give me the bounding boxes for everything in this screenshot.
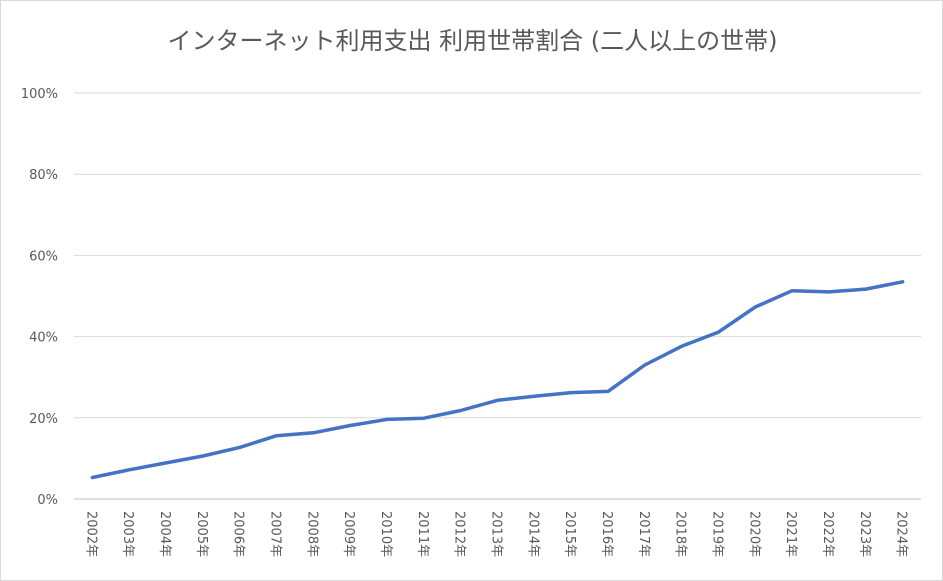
- data-point: [753, 305, 757, 309]
- data-point: [385, 417, 389, 421]
- x-tick-label: 2011年: [415, 511, 430, 557]
- x-tick-label: 2004年: [157, 511, 172, 557]
- data-point: [643, 363, 647, 367]
- x-tick-label: 2020年: [746, 511, 761, 557]
- data-point: [864, 287, 868, 291]
- x-tick-label: 2023年: [857, 511, 872, 557]
- chart-title: インターネット利用支出 利用世帯割合 (二人以上の世帯): [167, 27, 778, 55]
- data-point: [901, 280, 905, 284]
- x-tick-label: 2006年: [231, 511, 246, 557]
- x-tick-label: 2007年: [268, 511, 283, 557]
- x-tick-label: 2009年: [341, 511, 356, 557]
- x-tick-label: 2024年: [894, 511, 909, 557]
- y-axis-ticks: 0% 20% 40% 60% 80% 100%: [21, 87, 58, 508]
- data-point: [201, 454, 205, 458]
- data-point: [532, 394, 536, 398]
- data-point: [496, 398, 499, 402]
- x-tick-label: 2014年: [525, 511, 540, 557]
- x-tick-label: 2005年: [194, 511, 209, 557]
- x-tick-label: 2021年: [783, 511, 798, 557]
- data-point: [90, 475, 94, 479]
- data-point: [164, 461, 168, 465]
- data-point: [606, 389, 610, 393]
- x-tick-label: 2010年: [378, 511, 393, 557]
- data-point: [716, 330, 720, 334]
- y-tick-label: 60%: [29, 249, 58, 264]
- x-tick-label: 2015年: [562, 511, 577, 557]
- x-axis-ticks: 2002年 2003年 2004年 2005年 2006年 2007年 2008年 2009年…: [83, 511, 908, 557]
- data-point: [459, 408, 463, 412]
- data-point: [569, 391, 573, 395]
- data-point: [827, 290, 831, 294]
- series-layer: [90, 280, 905, 480]
- y-tick-label: 0%: [37, 493, 58, 508]
- data-point: [238, 445, 242, 449]
- x-tick-label: 2012年: [452, 511, 467, 557]
- y-tick-label: 100%: [21, 87, 58, 102]
- gridlines: [74, 92, 921, 500]
- x-tick-label: 2008年: [304, 511, 319, 557]
- y-tick-label: 20%: [29, 412, 58, 427]
- x-tick-label: 2019年: [709, 511, 724, 557]
- data-point: [275, 434, 279, 438]
- data-point: [790, 289, 794, 293]
- x-tick-label: 2017年: [636, 511, 651, 557]
- x-tick-label: 2002年: [83, 511, 98, 557]
- data-point: [680, 344, 684, 348]
- series-line: [90, 280, 905, 480]
- y-tick-label: 80%: [29, 168, 58, 183]
- x-tick-label: 2016年: [599, 511, 614, 557]
- x-tick-label: 2018年: [673, 511, 688, 557]
- data-point: [348, 424, 352, 428]
- data-point: [311, 431, 315, 435]
- x-tick-label: 2013年: [489, 511, 504, 557]
- x-tick-label: 2022年: [820, 511, 835, 557]
- x-tick-label: 2003年: [120, 511, 135, 557]
- data-point: [127, 468, 131, 472]
- data-point: [422, 416, 426, 420]
- y-tick-label: 40%: [29, 331, 58, 346]
